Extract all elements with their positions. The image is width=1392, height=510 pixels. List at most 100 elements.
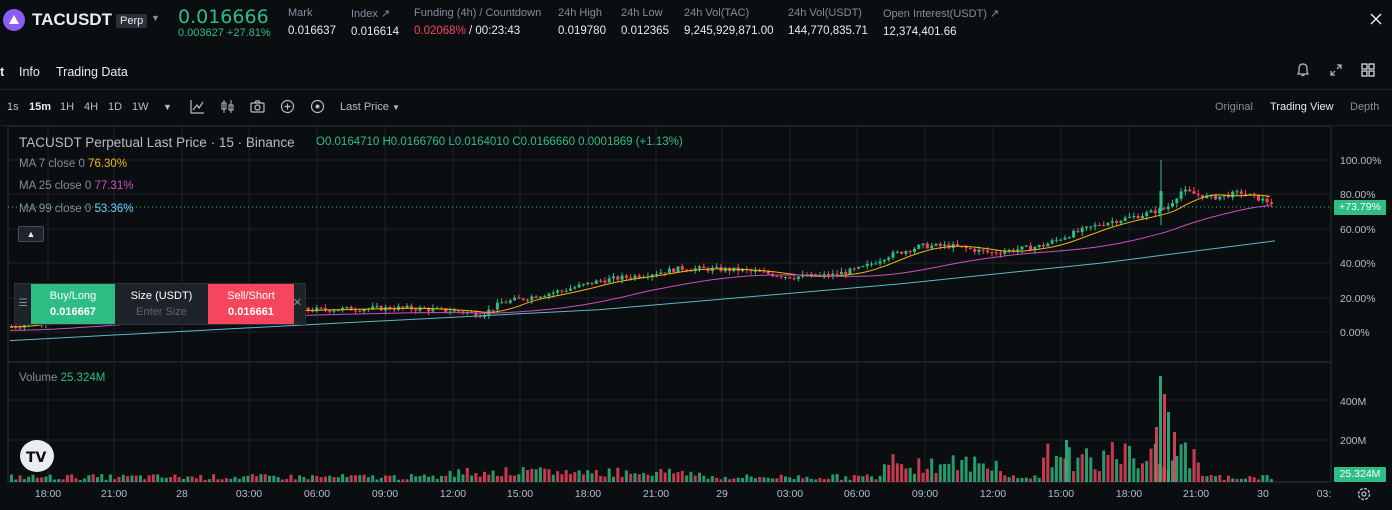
volume-bar <box>315 476 319 482</box>
timeframe-4h[interactable]: 4H <box>84 101 99 113</box>
volume-bar <box>938 464 942 482</box>
volume-bar <box>461 474 465 482</box>
buy-long-button[interactable]: Buy/Long 0.016667 <box>31 284 115 324</box>
symbol-dropdown-icon[interactable]: ▼ <box>151 13 160 23</box>
volume-bar <box>1089 457 1093 482</box>
close-icon[interactable]: ✕ <box>292 297 302 309</box>
sell-short-button[interactable]: Sell/Short 0.016661 <box>208 284 294 324</box>
volume-bar <box>233 476 237 482</box>
price-type-select[interactable]: Last Price ▼ <box>340 101 400 113</box>
candle-body <box>1261 198 1265 201</box>
volume-bar <box>1050 467 1054 482</box>
gear-icon[interactable] <box>1356 486 1372 502</box>
view-trading-view[interactable]: Trading View <box>1270 101 1334 113</box>
buy-label: Buy/Long <box>49 290 97 302</box>
volume-bar <box>444 475 448 482</box>
tab-chart[interactable]: t <box>0 65 5 79</box>
volume-bar <box>276 477 280 482</box>
candle-body <box>921 243 925 245</box>
tab-info[interactable]: Info <box>19 65 40 79</box>
volume-bar <box>814 479 818 482</box>
chart-toolbar: 1s 15m 1H 4H 1D 1W ▼ Last Price ▼ Origin… <box>0 96 1392 118</box>
timeframe-dropdown-icon[interactable]: ▼ <box>163 102 172 112</box>
settings-circle-icon[interactable] <box>310 99 325 114</box>
volume-bar <box>1003 475 1007 482</box>
volume-bar <box>603 476 607 482</box>
add-indicator-icon[interactable] <box>280 99 295 114</box>
candle-body <box>594 280 598 284</box>
candle-body <box>1209 195 1213 197</box>
stat-24h-low: 24h Low 0.012365 <box>621 7 669 37</box>
stat-open-interest[interactable]: Open Interest(USDT) ↗ 12,374,401.66 <box>883 7 999 38</box>
volume-bar <box>491 470 495 482</box>
size-input[interactable]: Size (USDT) Enter Size <box>115 284 208 324</box>
volume-bar <box>1042 457 1045 482</box>
candle-body <box>956 244 959 247</box>
tab-trading-data[interactable]: Trading Data <box>56 65 128 79</box>
layout-grid-icon[interactable] <box>1360 62 1376 78</box>
candle-body <box>1244 193 1248 195</box>
candle-body <box>831 273 835 277</box>
candle-type-icon[interactable] <box>220 99 235 114</box>
volume-bar <box>203 479 207 482</box>
volume-bar <box>1072 471 1076 482</box>
candle-body <box>1188 189 1192 192</box>
camera-icon[interactable] <box>250 99 265 114</box>
timeframe-1s[interactable]: 1s <box>7 101 19 113</box>
chart-canvas[interactable] <box>0 126 1392 510</box>
candle-body <box>637 275 641 278</box>
candle-body <box>543 296 547 298</box>
stat-mark: Mark 0.016637 <box>288 7 336 37</box>
volume-bar <box>96 477 99 482</box>
time-axis-label: 21:00 <box>1182 488 1210 500</box>
volume-bar <box>250 474 254 482</box>
timeframe-1d[interactable]: 1D <box>108 101 123 113</box>
drag-handle-icon[interactable]: ☰ <box>18 298 28 309</box>
symbol-name[interactable]: TACUSDT <box>32 10 112 29</box>
volume-bar <box>336 477 340 482</box>
candle-body <box>882 259 886 262</box>
expand-icon[interactable] <box>1328 62 1344 78</box>
stat-index[interactable]: Index ↗ 0.016614 <box>351 7 399 38</box>
timeframe-15m[interactable]: 15m <box>29 101 52 113</box>
close-icon[interactable] <box>1368 11 1384 27</box>
timeframe-1h[interactable]: 1H <box>60 101 75 113</box>
volume-bar <box>1173 432 1176 482</box>
chevron-up-icon[interactable]: ▲ <box>18 226 44 242</box>
volume-bar <box>943 464 947 482</box>
chart-title: TACUSDT Perpetual Last Price · 15 · Bina… <box>19 135 295 150</box>
price-chart[interactable]: TACUSDT Perpetual Last Price · 15 · Bina… <box>0 126 1392 510</box>
volume-bar <box>543 468 547 482</box>
candle-body <box>1145 212 1149 217</box>
candle-body <box>1020 246 1024 250</box>
volume-bar <box>156 474 160 482</box>
volume-bar <box>1252 477 1256 482</box>
volume-bar <box>882 464 886 482</box>
candle-body <box>1050 240 1054 244</box>
candle-body <box>1011 249 1015 252</box>
candle-body <box>323 307 327 310</box>
candle-body <box>887 257 891 260</box>
volume-bar <box>323 476 327 482</box>
view-depth[interactable]: Depth <box>1350 101 1380 113</box>
timeframe-1w[interactable]: 1W <box>132 101 149 113</box>
bell-icon[interactable] <box>1295 62 1311 78</box>
candle-body <box>534 296 538 298</box>
candle-body <box>1140 216 1144 219</box>
volume-bar <box>242 476 246 482</box>
view-original[interactable]: Original <box>1215 101 1253 113</box>
volume-bar <box>1033 475 1037 482</box>
volume-bar <box>874 479 878 482</box>
candle-body <box>865 263 869 267</box>
tradingview-logo[interactable]: TV <box>20 440 54 472</box>
candle-body <box>1063 237 1067 240</box>
volume-bar <box>362 474 366 482</box>
indicator-line-icon[interactable] <box>190 99 205 114</box>
stat-24h-vol-tac: 24h Vol(TAC) 9,245,929,871.00 <box>684 7 774 37</box>
volume-bar <box>328 475 332 482</box>
volume-label: Volume <box>19 372 58 384</box>
chevron-down-icon: ▼ <box>391 103 400 112</box>
candle-body <box>784 276 787 278</box>
candle-body <box>1089 226 1093 228</box>
stat-label: Funding (4h) / Countdown <box>414 7 542 19</box>
